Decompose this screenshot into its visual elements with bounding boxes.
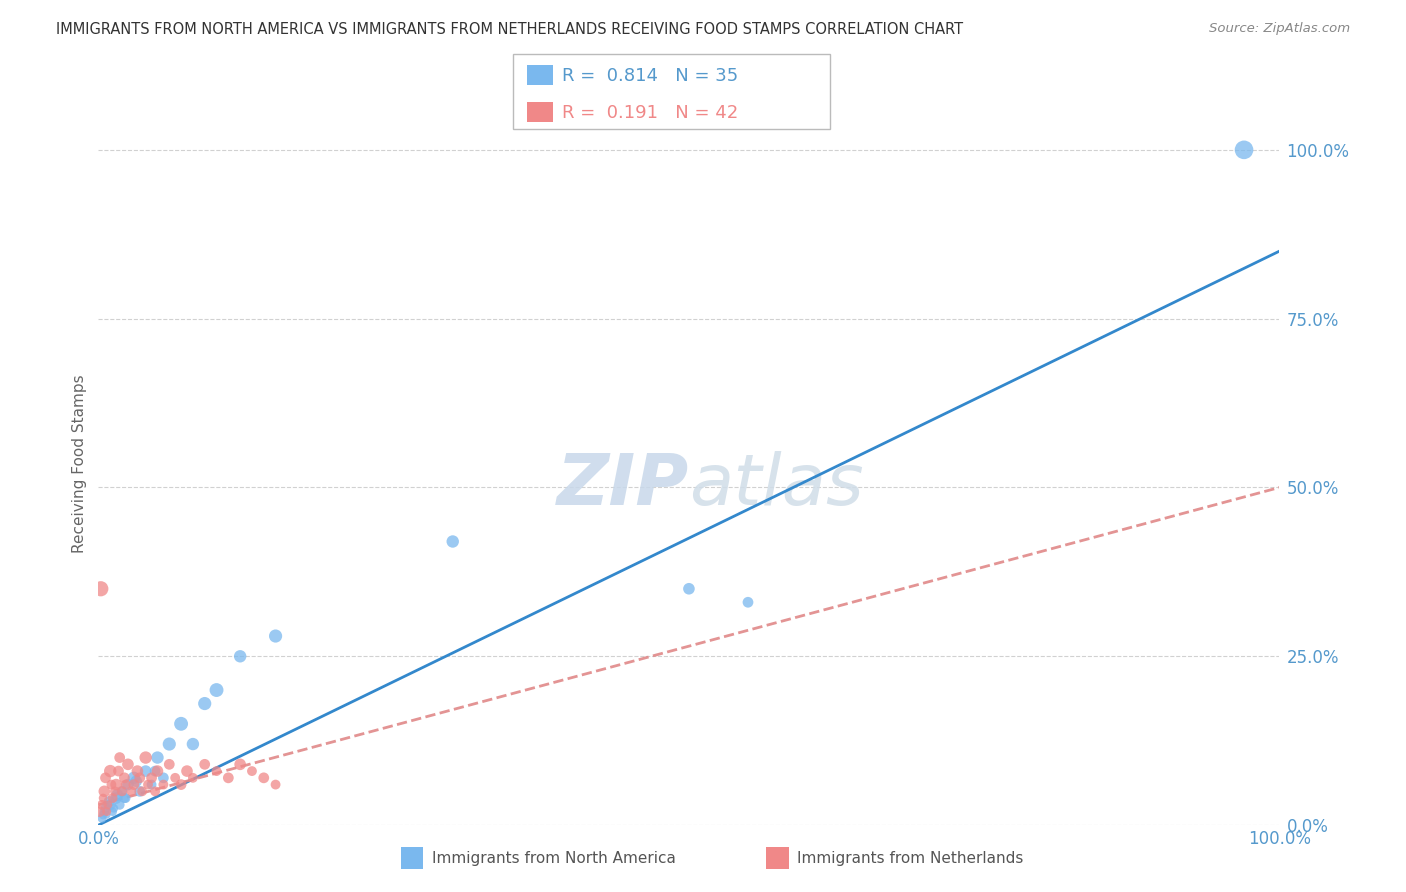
Point [91, 811, 114, 825]
Point [229, 757, 252, 772]
Point [107, 764, 129, 778]
Point [96, 805, 118, 819]
Point [125, 774, 148, 789]
Point [96, 808, 118, 822]
Point [93, 805, 115, 819]
Point [111, 784, 134, 798]
Point [141, 771, 163, 785]
Point [152, 771, 174, 785]
Point [146, 764, 169, 778]
Point [135, 750, 157, 764]
Point [678, 582, 700, 596]
Text: Source: ZipAtlas.com: Source: ZipAtlas.com [1209, 22, 1350, 36]
Point [108, 797, 131, 812]
Point [93, 784, 115, 798]
Point [101, 805, 124, 819]
Point [152, 778, 174, 792]
Point [128, 771, 150, 785]
Point [105, 778, 128, 792]
Point [131, 784, 153, 798]
Point [143, 784, 166, 798]
Point [205, 764, 228, 778]
Point [441, 534, 464, 549]
Point [112, 771, 135, 785]
Text: IMMIGRANTS FROM NORTH AMERICA VS IMMIGRANTS FROM NETHERLANDS RECEIVING FOOD STAM: IMMIGRANTS FROM NORTH AMERICA VS IMMIGRA… [56, 22, 963, 37]
Point [98, 795, 121, 809]
Point [135, 764, 157, 778]
Point [89, 805, 111, 819]
Point [105, 788, 128, 802]
Text: Immigrants from North America: Immigrants from North America [432, 851, 675, 865]
Text: ZIP: ZIP [557, 451, 689, 520]
Text: atlas: atlas [689, 451, 863, 520]
Point [114, 778, 136, 792]
Point [170, 716, 193, 731]
Point [91, 808, 114, 822]
Point [91, 797, 114, 812]
Point [240, 764, 263, 778]
Point [194, 757, 217, 772]
Text: Immigrants from Netherlands: Immigrants from Netherlands [797, 851, 1024, 865]
Point [136, 778, 159, 792]
Point [98, 797, 121, 812]
Point [117, 757, 139, 772]
Point [128, 784, 150, 798]
Point [94, 771, 117, 785]
Point [217, 771, 239, 785]
Y-axis label: Receiving Food Stamps: Receiving Food Stamps [72, 375, 87, 553]
Point [111, 784, 134, 798]
Point [104, 784, 127, 798]
Point [112, 791, 135, 805]
Point [157, 737, 180, 751]
Text: R =  0.814   N = 35: R = 0.814 N = 35 [562, 67, 738, 86]
Text: R =  0.191   N = 42: R = 0.191 N = 42 [562, 103, 738, 121]
Point [127, 764, 149, 778]
Point [229, 649, 252, 664]
Point [143, 764, 166, 778]
Point [157, 757, 180, 772]
Point [146, 750, 169, 764]
Point [100, 778, 122, 792]
Point [141, 778, 163, 792]
Point [114, 791, 136, 805]
Point [122, 778, 145, 792]
Point [121, 784, 143, 798]
Point [105, 791, 128, 805]
Point [205, 683, 228, 698]
Point [264, 629, 287, 643]
Point [101, 791, 124, 805]
Point [253, 771, 276, 785]
Point [103, 801, 125, 815]
Point [117, 778, 139, 792]
Point [737, 595, 759, 609]
Point [181, 737, 204, 751]
Point [194, 697, 217, 711]
Point [122, 771, 145, 785]
Point [1233, 143, 1256, 157]
Point [108, 750, 131, 764]
Point [90, 582, 112, 596]
Point [165, 771, 187, 785]
Point [98, 764, 121, 778]
Point [176, 764, 198, 778]
Point [91, 791, 114, 805]
Point [264, 778, 287, 792]
Point [181, 771, 204, 785]
Point [97, 797, 120, 812]
Point [94, 801, 117, 815]
Point [170, 778, 193, 792]
